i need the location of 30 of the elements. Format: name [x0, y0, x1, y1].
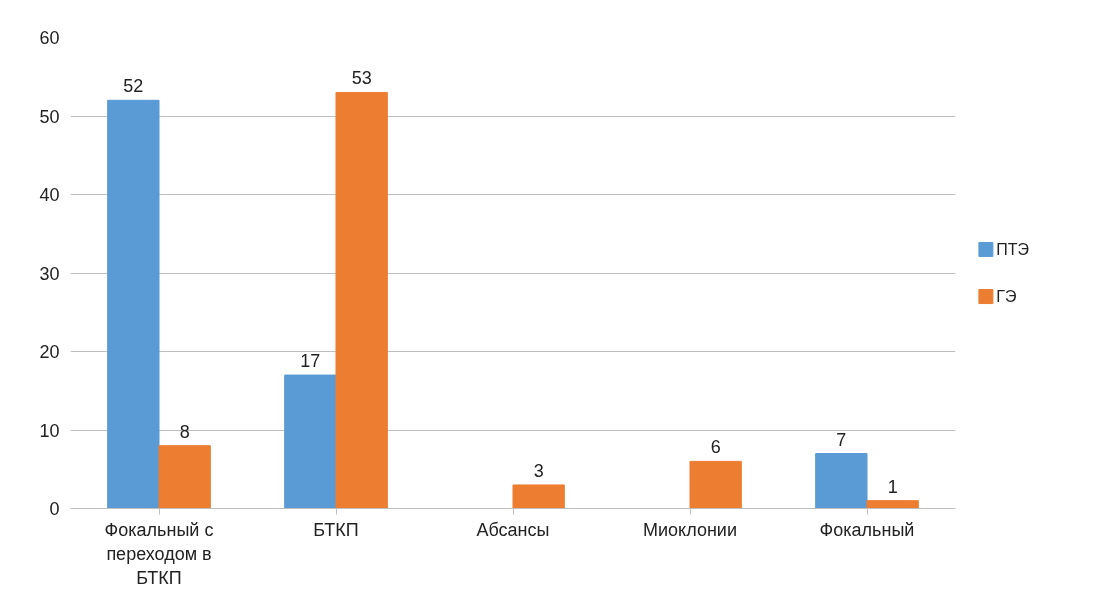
bar [866, 500, 919, 509]
x-tick-label: Миоклонии [643, 519, 737, 540]
bar [512, 484, 565, 509]
data-label: 6 [710, 437, 721, 458]
y-tick-label: 20 [39, 342, 60, 362]
legend-label: ПТЭ [996, 240, 1030, 258]
data-label: 53 [351, 68, 372, 89]
bar [335, 91, 388, 509]
y-tick-label: 30 [39, 263, 60, 284]
legend-label: ГЭ [996, 288, 1017, 306]
bar [158, 445, 211, 509]
data-label: 8 [179, 421, 190, 442]
bar [107, 99, 160, 509]
y-tick-label: 50 [39, 106, 60, 127]
data-label: 17 [300, 351, 321, 372]
bar [815, 453, 868, 509]
x-tick-label: Абсансы [476, 519, 550, 540]
x-tick-label: БТКП [313, 519, 359, 540]
bar [284, 374, 337, 509]
data-label: 3 [533, 460, 544, 481]
y-tick-label: 10 [39, 420, 60, 441]
bar [689, 460, 742, 509]
x-tick-label: Фокальный [819, 519, 915, 540]
y-tick-label: 60 [39, 28, 60, 48]
y-tick-label: 0 [49, 499, 60, 519]
data-label: 1 [887, 476, 898, 497]
y-tick-label: 40 [39, 185, 60, 205]
data-label: 7 [836, 429, 847, 450]
x-tick-label: Фокальный с переходом в БТКП [104, 519, 214, 588]
data-label: 52 [123, 76, 144, 97]
